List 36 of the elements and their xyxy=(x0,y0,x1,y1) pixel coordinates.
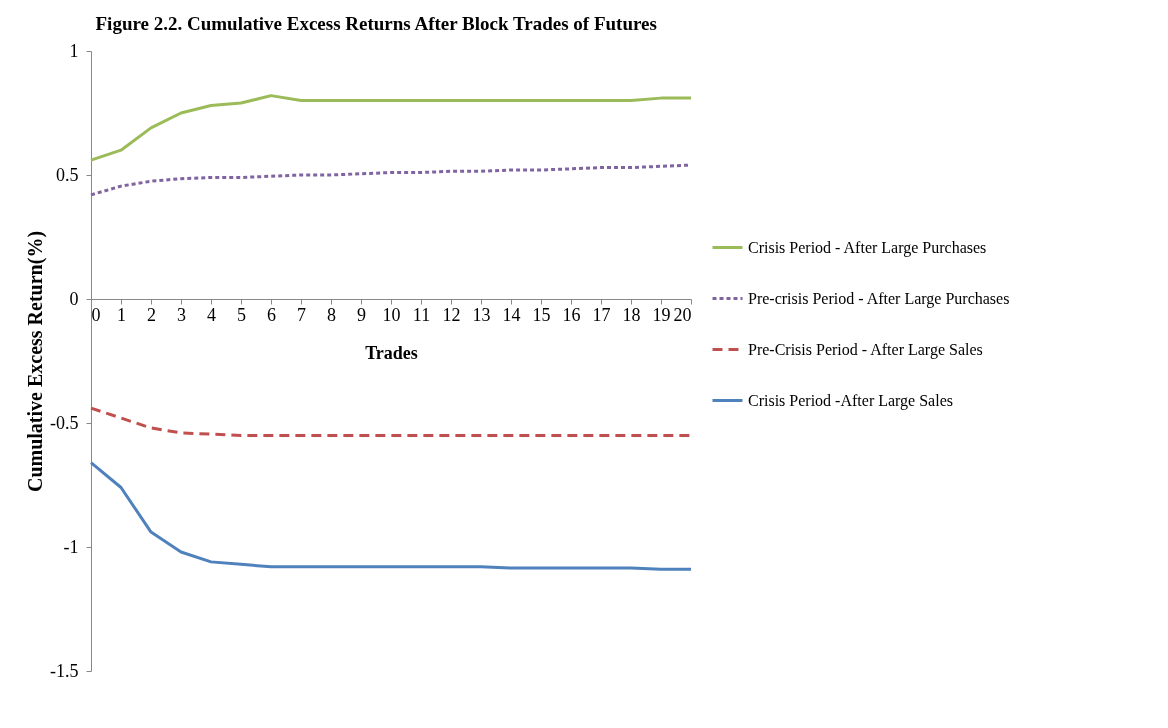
x-tick-label: 6 xyxy=(267,304,276,325)
x-tick-label: 19 xyxy=(652,304,671,325)
x-tick-label: 5 xyxy=(237,304,246,325)
x-tick-label: 11 xyxy=(412,304,431,325)
y-tick-label: -1.5 xyxy=(50,660,79,681)
x-tick-label: 10 xyxy=(382,304,401,325)
x-tick-label: 4 xyxy=(207,304,216,325)
x-tick-label: 18 xyxy=(622,304,641,325)
y-tick-label: -1 xyxy=(63,536,79,557)
x-tick-label: 3 xyxy=(177,304,186,325)
legend-label: Crisis Period -After Large Sales xyxy=(748,391,953,410)
chart-title: Figure 2.2. Cumulative Excess Returns After Block Trades of Futures xyxy=(95,13,657,34)
x-tick-label: 13 xyxy=(472,304,491,325)
legend-label: Pre-crisis Period - After Large Purchases xyxy=(748,289,1010,308)
x-axis-title: Trades xyxy=(365,342,418,363)
x-tick-label: 16 xyxy=(562,304,581,325)
y-tick-label: 0 xyxy=(69,288,79,309)
y-tick-label: -0.5 xyxy=(50,412,79,433)
x-tick-label: 8 xyxy=(327,304,336,325)
x-tick-label: 7 xyxy=(297,304,306,325)
line-series xyxy=(89,94,693,162)
legend-label: Crisis Period - After Large Purchases xyxy=(748,238,987,257)
y-tick-label: 1 xyxy=(69,40,79,61)
x-tick-label: 0 xyxy=(91,304,101,325)
y-axis-title: Cumulative Excess Return(%) xyxy=(24,230,48,493)
x-tick-label: 12 xyxy=(442,304,461,325)
line-series xyxy=(89,461,693,571)
x-tick-label: 9 xyxy=(357,304,366,325)
x-tick-label: 17 xyxy=(592,304,611,325)
x-tick-label: 15 xyxy=(532,304,551,325)
x-tick-label: 2 xyxy=(147,304,156,325)
legend-label: Pre-Crisis Period - After Large Sales xyxy=(748,340,983,359)
x-tick-label: 20 xyxy=(673,304,692,325)
x-tick-label: 1 xyxy=(117,304,126,325)
y-tick-label: 0.5 xyxy=(56,164,79,185)
x-tick-label: 14 xyxy=(502,304,521,325)
